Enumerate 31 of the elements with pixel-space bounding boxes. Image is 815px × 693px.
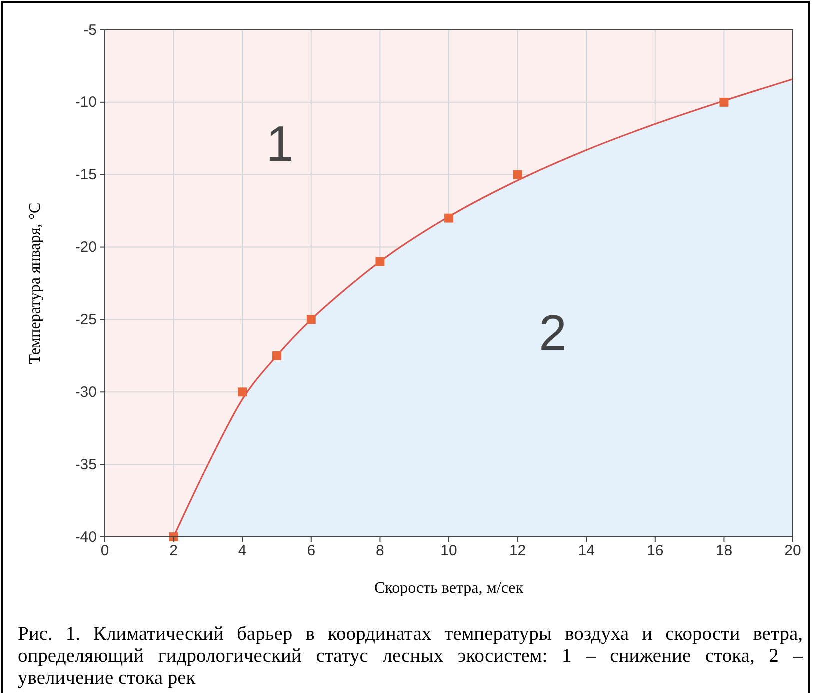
- point: [238, 388, 248, 397]
- y-tick-label: -20: [75, 239, 97, 256]
- y-axis-title: Температура января, °C: [27, 202, 44, 364]
- x-tick-label: 2: [170, 542, 178, 560]
- point: [720, 98, 729, 107]
- y-tick-label: -5: [84, 22, 97, 39]
- y-tick-label: -25: [75, 312, 97, 329]
- point: [306, 315, 316, 324]
- y-tick-label: -40: [75, 528, 97, 546]
- point: [513, 170, 522, 180]
- x-tick-label: 12: [509, 542, 526, 560]
- x-tick-label: 16: [647, 542, 664, 560]
- point: [444, 214, 454, 223]
- x-tick-label: 6: [307, 542, 316, 560]
- annotation: 1: [266, 116, 294, 172]
- x-tick-label: 18: [716, 542, 733, 560]
- x-axis-title: Скорость ветра, м/сек: [374, 580, 524, 597]
- annotation: 2: [539, 305, 567, 362]
- x-tick-label: 20: [784, 542, 802, 560]
- point: [272, 351, 282, 360]
- y-tick-label: -10: [75, 94, 97, 112]
- point: [376, 257, 385, 266]
- text: Рис. 1. Климатический барьер в координатах температуры воздуха и скорости ветра, определяющий гидрологический статус лесных экосистем: 1 – снижение стока, 2 – увеличение стока рек: [18, 624, 803, 690]
- y-tick-label: -35: [75, 456, 97, 474]
- y-tick-label: -15: [75, 166, 97, 184]
- y-tick-label: -30: [75, 384, 97, 401]
- x-tick-label: 14: [578, 542, 595, 560]
- x-tick-label: 8: [376, 542, 384, 560]
- x-tick-label: 4: [238, 542, 247, 560]
- x-tick-label: 0: [100, 542, 110, 560]
- x-tick-label: 10: [440, 542, 458, 560]
